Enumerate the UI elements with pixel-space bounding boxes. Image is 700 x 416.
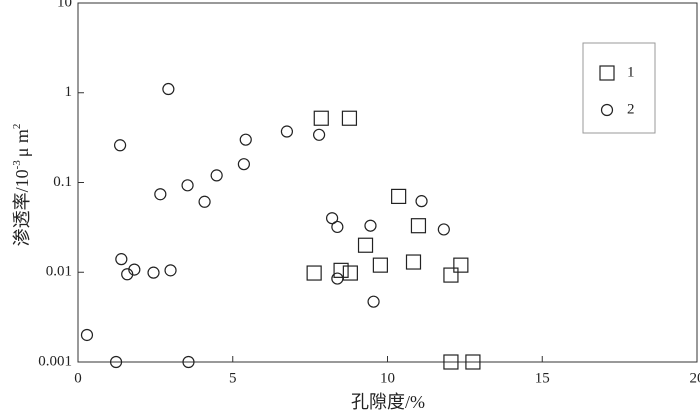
x-tick-label: 15 (535, 370, 550, 386)
legend-label: 2 (627, 101, 635, 117)
legend-label: 1 (627, 64, 635, 80)
y-label-unit-exp: 2 (11, 124, 23, 130)
circle-marker (128, 263, 141, 276)
y-axis-label: 渗透率/10-3 μ m2 (11, 124, 33, 247)
plot-frame (77, 2, 698, 363)
x-tick-label: 10 (380, 370, 395, 386)
circle-marker (364, 219, 377, 232)
square-marker (453, 257, 469, 273)
legend-marker (600, 103, 614, 117)
circle-marker (181, 179, 194, 192)
circle-marker (147, 266, 160, 279)
y-tick-label: 10 (57, 0, 72, 10)
y-label-exp: -3 (11, 160, 23, 170)
y-label-text: 渗透率/10 (12, 169, 32, 246)
square-marker (357, 237, 374, 253)
circle-marker (280, 125, 294, 138)
square-marker (333, 262, 349, 278)
circle-marker (182, 355, 195, 369)
legend-box (582, 42, 656, 134)
circle-marker (80, 328, 94, 342)
circle-marker (367, 295, 380, 308)
square-marker (443, 354, 459, 370)
circle-marker (162, 82, 175, 96)
circle-marker (313, 128, 326, 141)
square-marker (465, 354, 481, 370)
square-marker (391, 188, 407, 205)
square-marker (341, 110, 358, 126)
circle-marker (237, 158, 250, 171)
circle-marker (210, 169, 223, 182)
circle-marker (115, 253, 128, 266)
square-marker (410, 218, 427, 234)
square-marker (342, 265, 358, 281)
circle-marker (198, 195, 211, 208)
circle-marker (331, 220, 344, 234)
square-marker (443, 267, 459, 283)
circle-marker (415, 195, 428, 208)
x-tick-label: 0 (74, 370, 82, 386)
legend-marker (599, 65, 615, 81)
circle-marker (437, 223, 450, 236)
circle-marker (325, 212, 339, 225)
circle-marker (109, 355, 123, 369)
square-marker (313, 110, 329, 126)
circle-marker (121, 268, 134, 281)
x-axis-label: 孔隙度/% (351, 392, 425, 412)
circle-marker (331, 272, 344, 285)
circle-marker (164, 264, 177, 277)
circle-marker (239, 133, 252, 146)
y-tick-label: 0.1 (53, 174, 72, 190)
square-marker (306, 265, 322, 281)
square-marker (405, 254, 422, 270)
circle-marker (154, 188, 167, 201)
y-label-unit: μ m (12, 129, 32, 157)
square-marker (372, 257, 388, 273)
x-tick-label: 5 (229, 370, 237, 386)
x-tick-label: 20 (690, 370, 700, 386)
y-tick-label: 0.01 (46, 264, 72, 280)
y-tick-label: 0.001 (38, 353, 72, 369)
circle-marker (113, 139, 127, 152)
y-tick-label: 1 (65, 84, 73, 100)
